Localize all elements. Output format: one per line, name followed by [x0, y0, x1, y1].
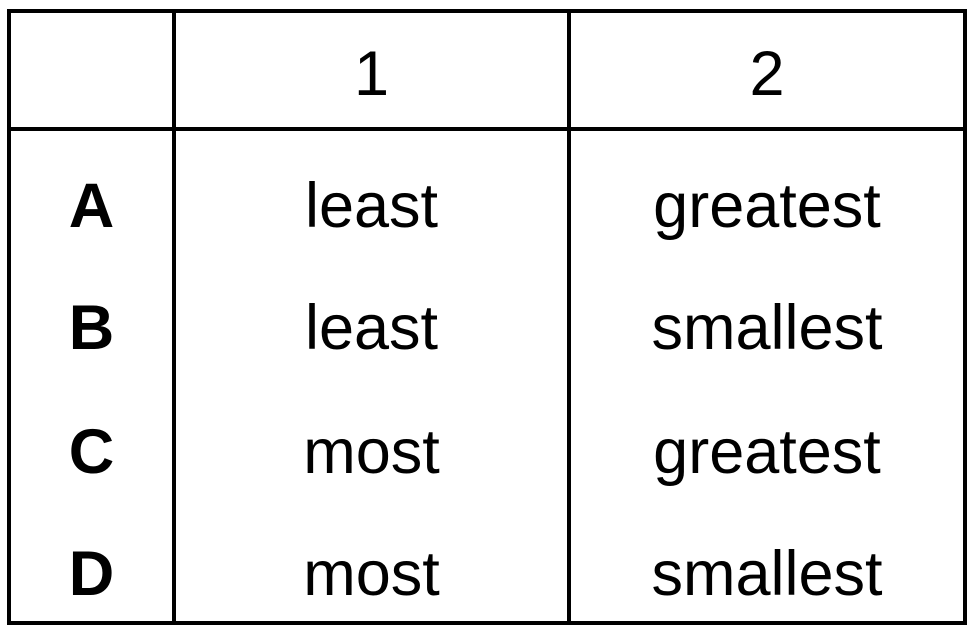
answer-options-table: 1 2 A least greatest B least smallest C … — [7, 9, 967, 625]
cell-b-1: least — [172, 252, 571, 376]
cell-b-2: smallest — [567, 252, 967, 376]
row-label-a: A — [7, 129, 176, 253]
table-row-a: A least greatest — [7, 129, 967, 253]
table-row-b: B least smallest — [7, 252, 967, 376]
column-header-2: 2 — [567, 9, 967, 131]
cell-c-1: most — [172, 376, 571, 500]
column-header-1: 1 — [172, 9, 571, 131]
cell-c-2: greatest — [567, 376, 967, 500]
row-label-d: D — [7, 499, 176, 623]
cell-d-1: most — [172, 499, 571, 623]
table-row-d: D most smallest — [7, 499, 967, 623]
cell-a-1: least — [172, 129, 571, 253]
cell-a-2: greatest — [567, 129, 967, 253]
header-row: 1 2 — [7, 9, 967, 131]
row-label-b: B — [7, 252, 176, 376]
row-label-c: C — [7, 376, 176, 500]
table-row-c: C most greatest — [7, 376, 967, 500]
corner-header-cell — [7, 9, 176, 131]
cell-d-2: smallest — [567, 499, 967, 623]
